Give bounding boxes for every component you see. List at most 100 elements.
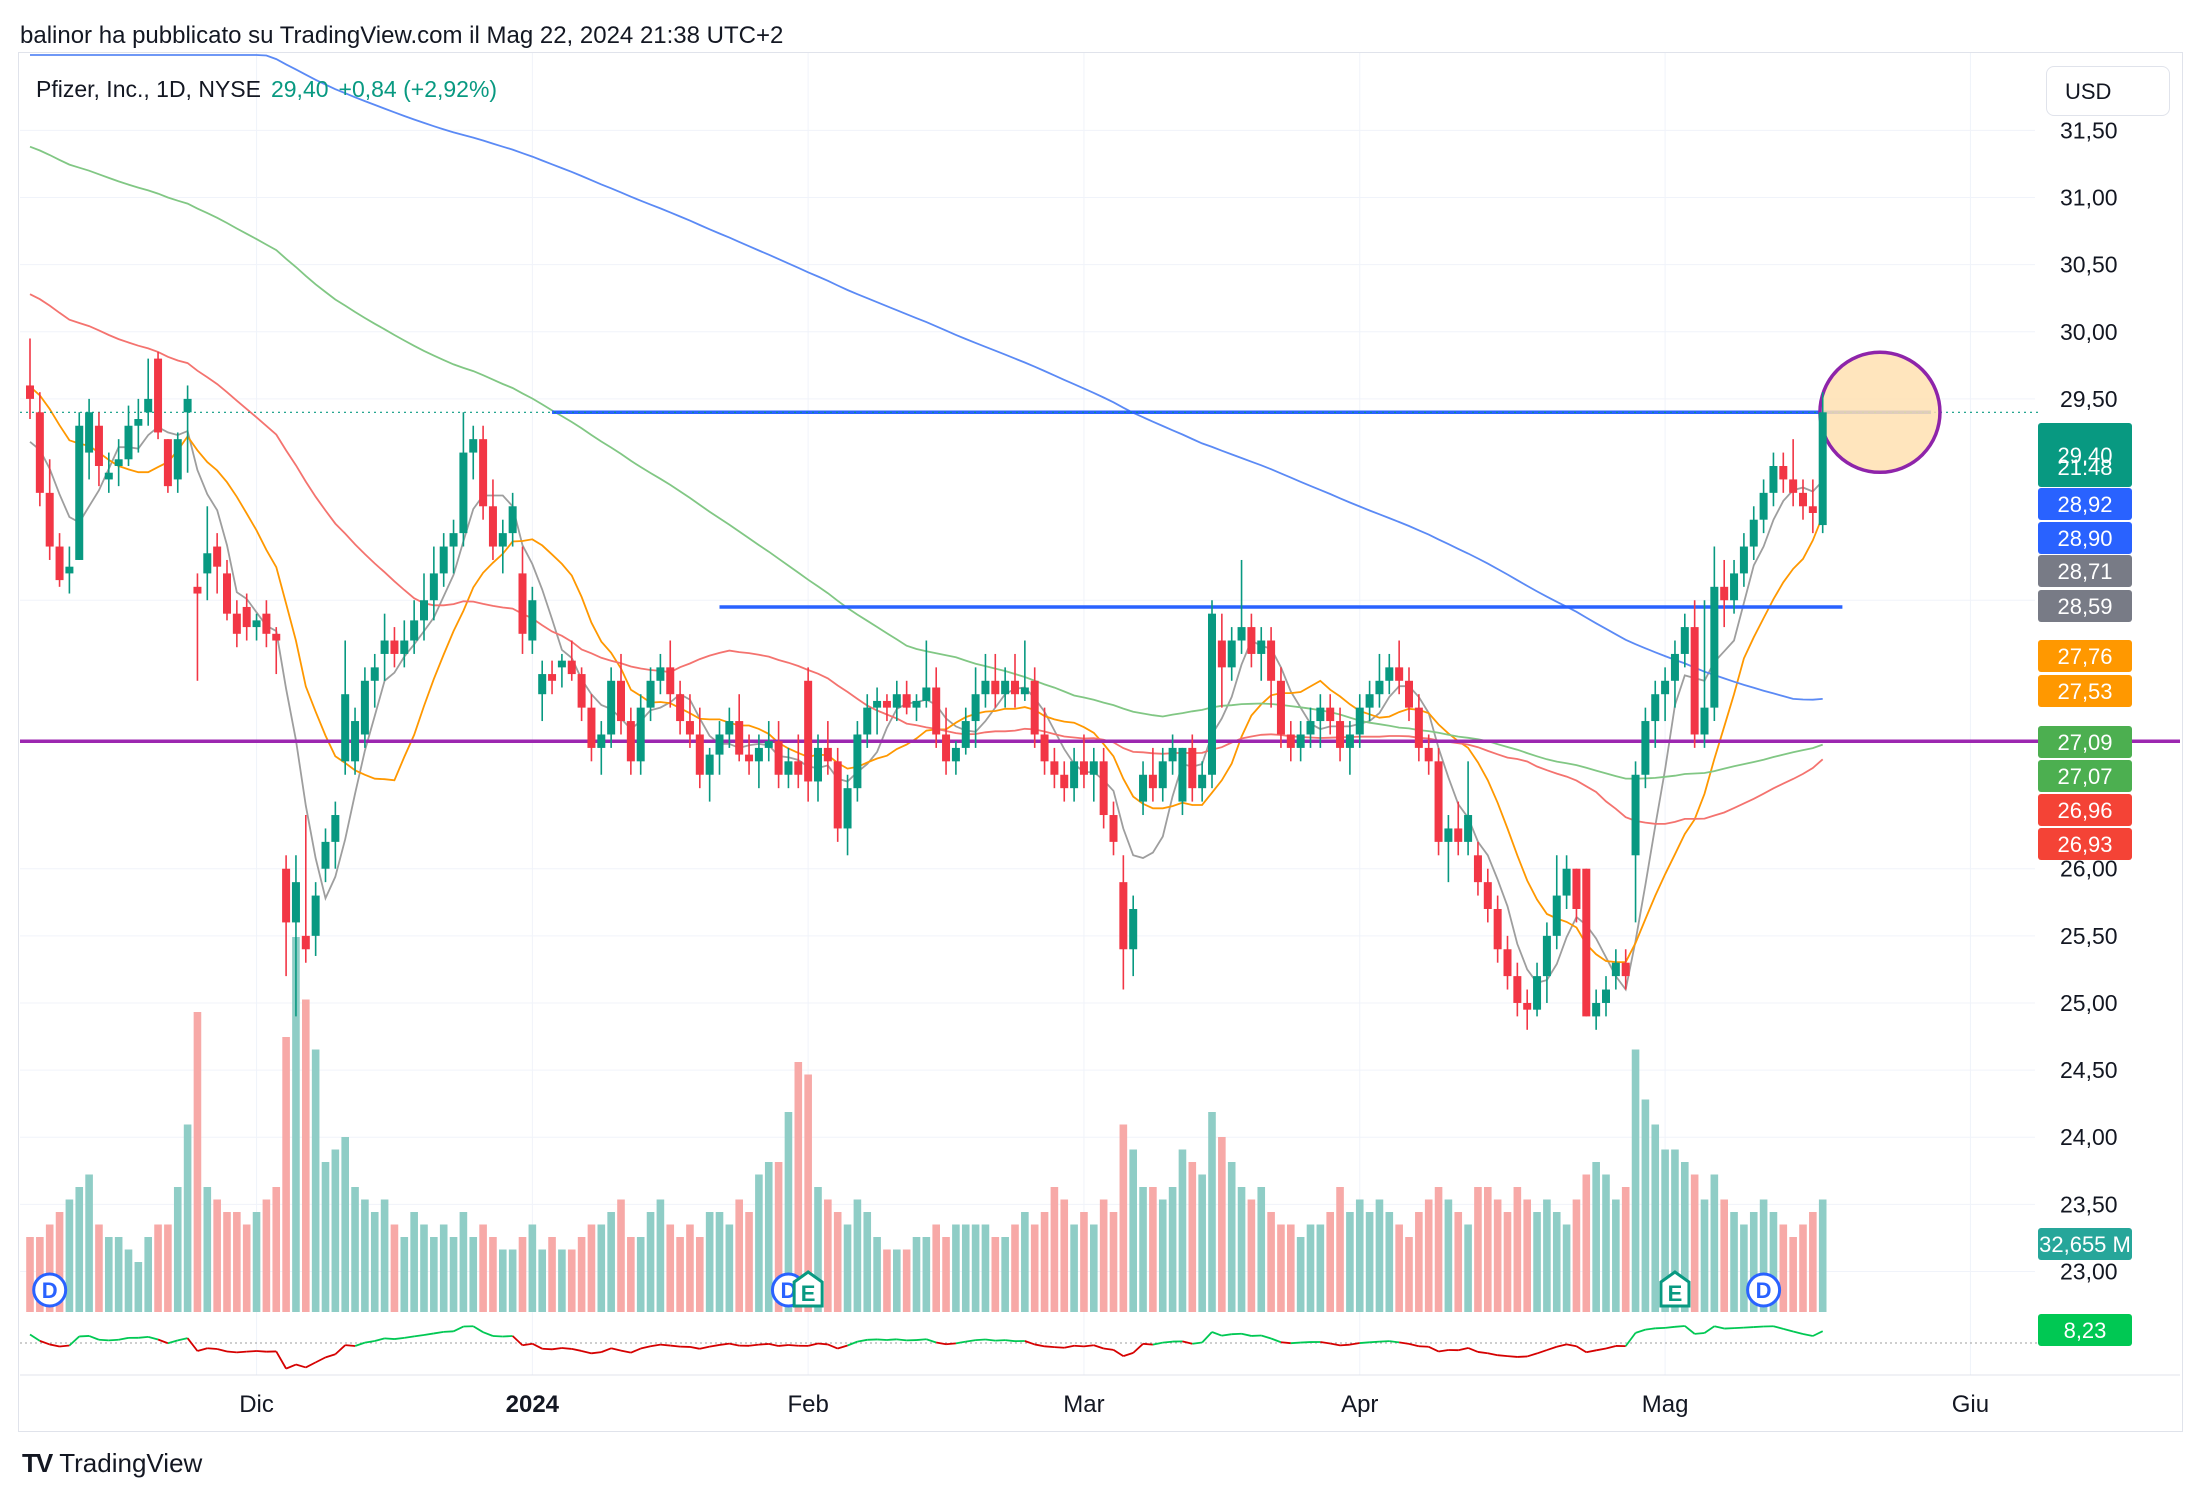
ma-tag-orange-text: 27,76	[2057, 644, 2112, 669]
candle-body	[1464, 815, 1473, 842]
candle	[1001, 667, 1010, 708]
volume-bar	[715, 1212, 724, 1312]
candle-body	[666, 667, 675, 695]
candle	[1670, 640, 1679, 708]
candle-body	[321, 841, 330, 869]
candle	[1582, 868, 1591, 1017]
candle-body	[1306, 721, 1315, 735]
candle-body	[154, 358, 163, 433]
volume-bar	[262, 1199, 271, 1312]
volume-bar	[1749, 1212, 1758, 1312]
indicator-segment	[758, 1343, 769, 1346]
volume-bar	[1277, 1224, 1285, 1312]
indicator-segment	[748, 1343, 760, 1347]
ma-tag-blue-bg	[2038, 488, 2132, 520]
volume-bar	[1592, 1162, 1600, 1312]
indicator-segment	[1635, 1328, 1646, 1334]
volume-bar	[725, 1224, 734, 1312]
candle	[814, 734, 822, 802]
volume-tag: 32,655 M	[2038, 1228, 2132, 1260]
footer-brand[interactable]: TV TradingView	[22, 1448, 202, 1479]
candle-body	[55, 546, 64, 581]
indicator-segment	[1536, 1349, 1548, 1355]
volume-bar	[666, 1224, 675, 1312]
volume-bar	[1641, 1099, 1650, 1312]
x-tick-label: Apr	[1341, 1391, 1378, 1418]
candle-body	[1582, 868, 1591, 1017]
indicator-segment	[1280, 1341, 1291, 1345]
candle	[1720, 559, 1729, 628]
candle	[1789, 439, 1798, 507]
candle	[863, 694, 872, 748]
candle-body	[784, 761, 793, 775]
volume-bar	[55, 1212, 64, 1312]
volume-bar	[548, 1237, 556, 1312]
volume-bar	[1740, 1224, 1748, 1312]
candle-body	[656, 667, 665, 681]
candle-body	[488, 506, 497, 547]
y-tick-label: 29,50	[2060, 386, 2118, 412]
indicator-segment	[1103, 1347, 1114, 1351]
indicator-segment	[1024, 1340, 1035, 1346]
candle-body	[1611, 962, 1620, 977]
candle-body	[420, 600, 428, 621]
candle	[1208, 600, 1216, 789]
candle	[85, 398, 94, 480]
ma-tag-blue: 28,92	[2038, 488, 2132, 520]
candle	[45, 459, 54, 560]
indicator-segment	[1684, 1325, 1696, 1335]
currency-button[interactable]: USD	[2046, 66, 2170, 116]
candle	[1030, 667, 1039, 748]
indicator-segment	[68, 1335, 80, 1347]
indicator-segment	[1260, 1334, 1272, 1340]
candle-body	[439, 546, 448, 574]
ma-red-line	[29, 293, 1824, 825]
candle	[784, 747, 793, 789]
candle-body	[646, 680, 655, 708]
candle	[1286, 721, 1295, 762]
symbol-legend[interactable]: Pfizer, Inc., 1D, NYSE 29,40 +0,84 (+2,92%…	[36, 76, 497, 103]
candle	[567, 640, 576, 681]
indicator-segment	[522, 1342, 533, 1347]
volume-bar	[774, 1162, 783, 1312]
candle	[685, 694, 694, 748]
y-tick-label: 31,00	[2060, 185, 2118, 211]
indicator-segment	[896, 1338, 907, 1342]
candle	[1552, 855, 1561, 950]
candle	[272, 627, 281, 675]
candle-body	[1050, 761, 1059, 775]
candle	[114, 439, 123, 487]
volume-bar	[1671, 1149, 1679, 1312]
indicator-segment	[1792, 1330, 1804, 1335]
candle-body	[65, 566, 74, 574]
candle	[754, 734, 763, 789]
y-tick-label: 30,50	[2060, 252, 2118, 278]
volume-bar	[1562, 1224, 1571, 1312]
candle-body	[626, 721, 635, 762]
candle-body	[223, 573, 231, 614]
candle-body	[1454, 828, 1463, 842]
candle-body	[1444, 828, 1453, 842]
ma-tag-gray: 28,71	[2038, 555, 2132, 587]
candle	[311, 882, 320, 956]
indicator-segment	[1359, 1341, 1370, 1344]
ma-tag2-red: 26,93	[2038, 828, 2132, 860]
overlay	[1818, 350, 1942, 475]
volume-bar	[1681, 1162, 1689, 1312]
indicator-segment	[788, 1344, 799, 1347]
volume-bar	[272, 1187, 281, 1312]
volume-bar	[1651, 1124, 1660, 1312]
candle-body	[617, 680, 625, 722]
volume-bar	[587, 1224, 596, 1312]
indicator-segment	[147, 1336, 159, 1341]
candle-body	[1316, 707, 1325, 722]
indicator-segment	[542, 1347, 553, 1351]
candle	[301, 815, 310, 963]
candle-body	[981, 680, 990, 695]
ma-tag-orange-bg	[2038, 640, 2132, 672]
volume-bar	[1296, 1237, 1305, 1312]
candle-body	[863, 707, 872, 735]
indicator-segment	[768, 1343, 779, 1347]
